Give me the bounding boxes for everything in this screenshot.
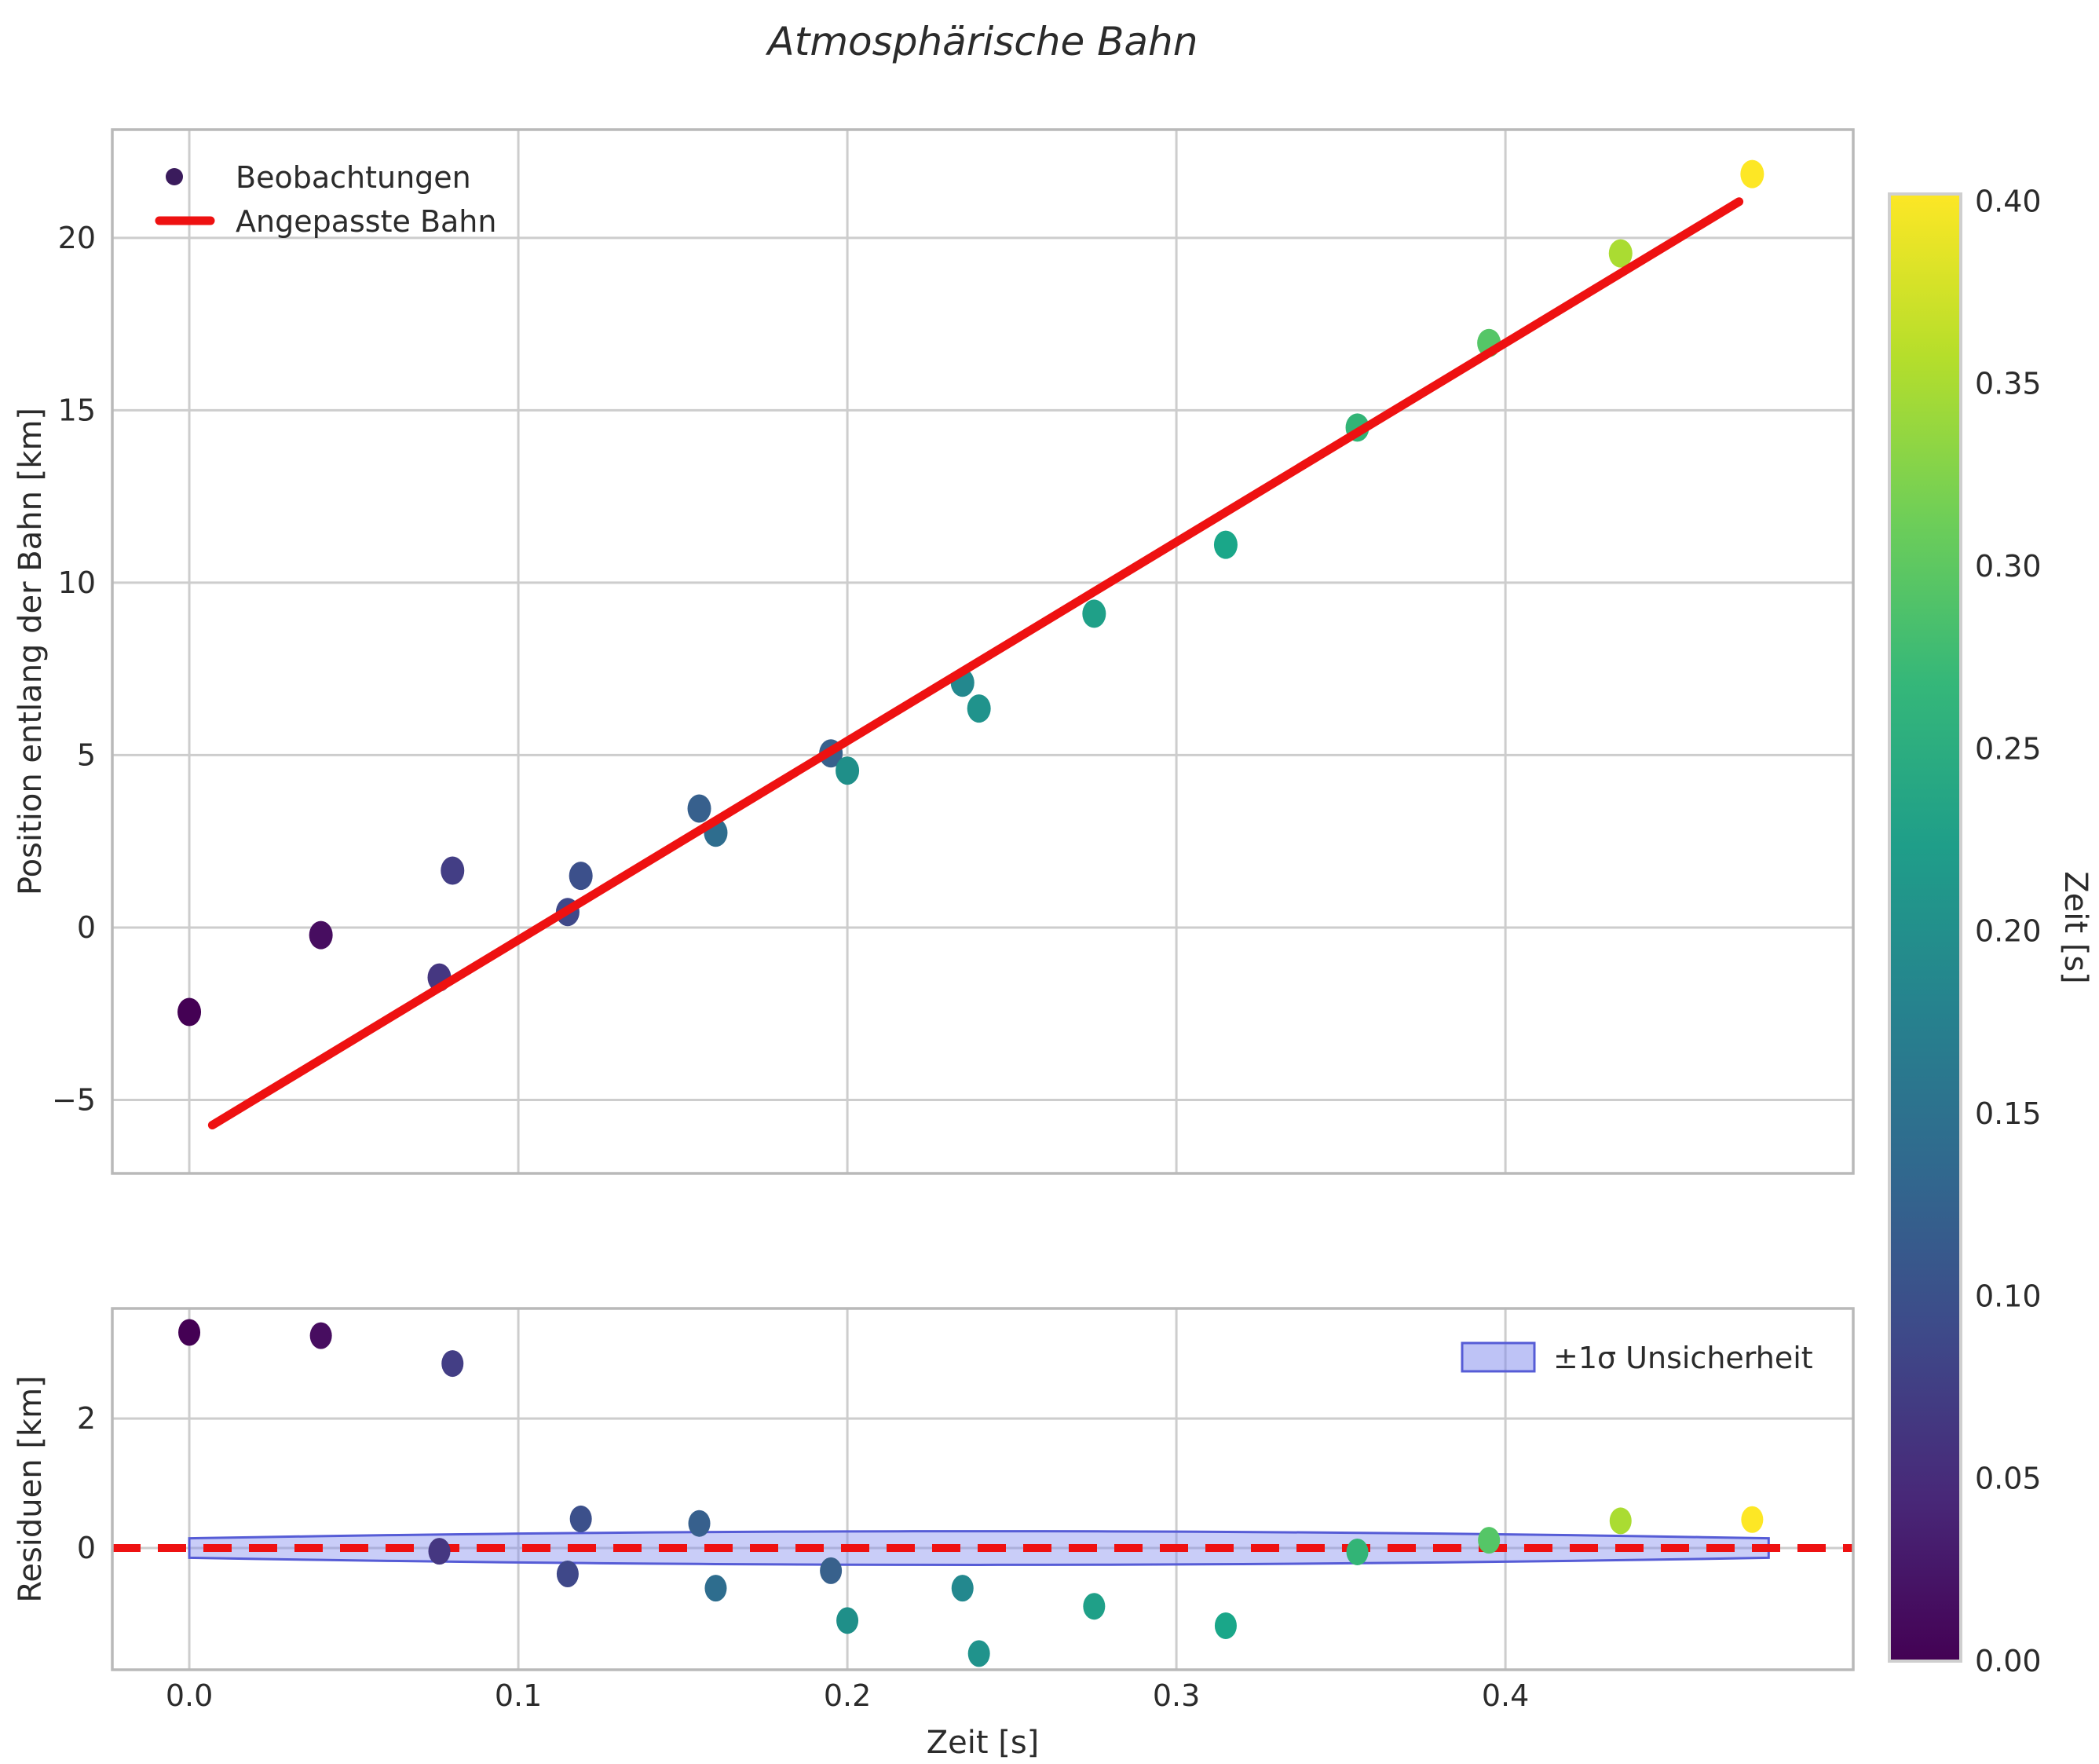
colorbar-tick-label: 0.05 [1975, 1462, 2042, 1496]
x-tick-label: 0.2 [824, 1678, 871, 1713]
y-tick-label: 10 [58, 565, 96, 600]
residual-point [1346, 1538, 1369, 1565]
residual-point [704, 1575, 727, 1602]
axes-spine [111, 1307, 1855, 1671]
y-tick-label: −5 [52, 1082, 96, 1117]
y-tick-label: 20 [58, 221, 96, 255]
x-tick-label: 0.0 [166, 1678, 213, 1713]
residual-point [967, 1640, 990, 1667]
legend-label-observations: Beobachtungen [236, 160, 471, 195]
residual-point [688, 1510, 711, 1537]
x-tick-label: 0.3 [1153, 1678, 1200, 1713]
x-tick-label: 0.1 [495, 1678, 542, 1713]
residuals-scatter [178, 1319, 1764, 1667]
legend-residuals: ±1σ Unsicherheit [1461, 1341, 1813, 1375]
residual-y-tick-label: 2 [77, 1401, 96, 1436]
legend-top: Beobachtungen Angepasste Bahn [155, 160, 496, 239]
residual-point [1741, 1506, 1764, 1533]
residual-point [836, 1607, 859, 1634]
residual-point [820, 1557, 843, 1584]
colorbar-axis-label: Zeit [s] [2057, 871, 2094, 984]
y-tick-label: 5 [77, 737, 96, 772]
y-tick-label: 15 [58, 393, 96, 427]
scatter-point [441, 856, 465, 885]
colorbar-tick-label: 0.30 [1975, 549, 2042, 584]
colorbar-tick-label: 0.40 [1975, 184, 2042, 218]
scatter-point [1213, 530, 1238, 559]
scatter-point [569, 862, 593, 891]
x-tick-label: 0.4 [1482, 1678, 1529, 1713]
scatter-point [309, 920, 333, 950]
colorbar-tick-label: 0.00 [1975, 1644, 2042, 1678]
colorbar-tick-label: 0.10 [1975, 1279, 2042, 1313]
residual-point [1609, 1507, 1632, 1535]
colorbar-tick-label: 0.20 [1975, 914, 2042, 949]
scatter-point [177, 997, 202, 1027]
residual-point [1214, 1612, 1237, 1639]
scatter-point [967, 694, 991, 723]
residual-y-tick-label: 0 [77, 1531, 96, 1565]
scatter-point [687, 794, 711, 823]
figure-title: Atmosphärische Bahn [766, 19, 1198, 64]
legend-scatter-marker-icon [166, 168, 183, 185]
fit-line [207, 197, 1744, 1130]
legend-label-fitted-line: Angepasste Bahn [236, 204, 496, 239]
residual-point [556, 1560, 579, 1587]
residual-point [428, 1538, 451, 1565]
colorbar-tick-label: 0.15 [1975, 1096, 2042, 1131]
residual-point [569, 1505, 592, 1532]
observations-scatter [177, 159, 1764, 1027]
scatter-point [1740, 159, 1764, 188]
residual-point [441, 1350, 464, 1378]
residual-point [309, 1322, 332, 1349]
axes-spine [111, 128, 1855, 1175]
x-axis-label: Zeit [s] [927, 1725, 1040, 1761]
residual-point [1083, 1593, 1106, 1620]
y-axis-label-residuals: Residuen [km] [13, 1375, 49, 1602]
y-tick-label: 0 [77, 910, 96, 945]
grid [112, 130, 1853, 1173]
residual-point [1478, 1527, 1501, 1554]
legend-band-swatch-icon [1461, 1341, 1536, 1373]
scatter-point [1082, 599, 1106, 628]
scatter-point [1608, 239, 1633, 268]
colorbar-tick-label: 0.25 [1975, 731, 2042, 766]
colorbar [1888, 192, 1962, 1663]
y-axis-label-position: Position entlang der Bahn [km] [13, 408, 49, 895]
residual-point [951, 1575, 974, 1602]
scatter-point [836, 756, 860, 785]
legend-label-uncertainty: ±1σ Unsicherheit [1553, 1341, 1813, 1375]
colorbar-tick-label: 0.35 [1975, 367, 2042, 401]
residual-point [178, 1319, 201, 1346]
